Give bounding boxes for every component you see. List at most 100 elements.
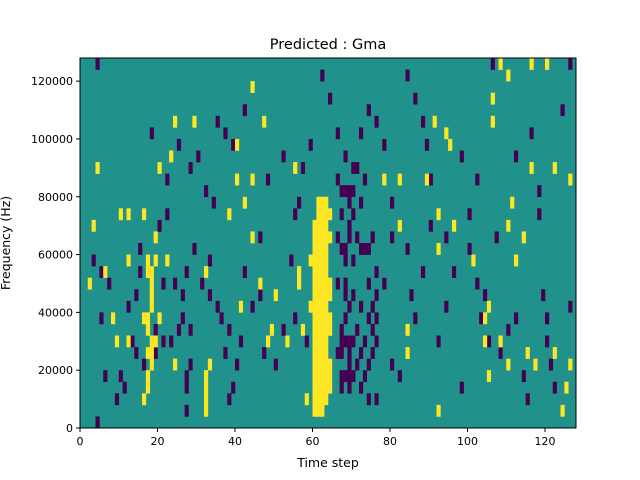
heatmap-cell-high (250, 231, 255, 244)
heatmap-cell-high (153, 231, 158, 244)
x-tick-label: 60 (306, 435, 320, 448)
y-tick-label: 20000 (38, 364, 73, 377)
heatmap-cell-low (568, 300, 573, 313)
heatmap-cell-low (308, 138, 313, 151)
heatmap-cell-high (320, 254, 325, 267)
heatmap-cell-low (300, 162, 306, 174)
heatmap-cell-high (312, 277, 317, 290)
heatmap-cell-low (459, 150, 464, 163)
heatmap-cell-low (359, 347, 364, 359)
heatmap-cell-low (161, 335, 166, 348)
heatmap-cell-high (204, 404, 209, 417)
heatmap-cell-low (215, 115, 220, 128)
heatmap-cell-high (324, 312, 329, 325)
heatmap-cell-high (452, 219, 457, 232)
heatmap-cell-low (514, 150, 519, 163)
heatmap-cell-low (359, 127, 364, 140)
heatmap-cell-low (359, 300, 364, 313)
heatmap-cell-high (432, 115, 437, 128)
heatmap-cell-low (204, 185, 209, 198)
heatmap-cell-low (444, 300, 449, 313)
heatmap-cell-high (564, 381, 569, 394)
heatmap-cell-low (339, 323, 344, 336)
heatmap-cell-high (320, 266, 325, 278)
heatmap-cell-low (343, 289, 348, 302)
heatmap-cell-low (366, 243, 371, 255)
heatmap-cell-low (347, 231, 352, 244)
heatmap-cell-low (343, 370, 348, 383)
heatmap-cell-high (312, 312, 317, 325)
heatmap-cell-high (324, 196, 329, 209)
heatmap-cell-low (494, 231, 499, 244)
heatmap-cell-high (157, 162, 162, 174)
y-axis-label: Frequency (Hz) (0, 196, 13, 290)
heatmap-cell-low (366, 277, 371, 290)
heatmap-cell-low (266, 173, 271, 186)
heatmap-cell-high (382, 173, 387, 186)
heatmap-cell-high (262, 115, 267, 128)
heatmap-cell-high (521, 231, 526, 244)
heatmap-cell-high (320, 323, 325, 336)
heatmap-cell-high (312, 289, 317, 302)
heatmap-cell-high (316, 277, 321, 290)
heatmap-cell-low (537, 208, 542, 221)
heatmap-cell-high (304, 393, 309, 406)
heatmap-cell-low (242, 266, 247, 278)
heatmap-cell-low (409, 289, 414, 302)
heatmap-cell-low (188, 323, 193, 336)
heatmap-cell-high (405, 323, 410, 336)
heatmap-cell-high (118, 208, 123, 221)
heatmap-cell-low (335, 231, 340, 244)
heatmap-cell-high (560, 404, 565, 417)
heatmap-cell-high (324, 347, 329, 359)
heatmap-cell-high (324, 358, 329, 371)
heatmap-cell-high (324, 370, 329, 383)
heatmap-cell-high (448, 138, 453, 151)
x-tick-label: 0 (77, 435, 84, 448)
heatmap-cell-high (320, 208, 325, 221)
heatmap-cell-high (293, 162, 298, 174)
heatmap-cell-low (99, 266, 104, 278)
heatmap-cell-high (269, 323, 275, 336)
heatmap-cell-high (328, 208, 333, 221)
heatmap-cell-high (320, 381, 325, 394)
heatmap-cell-low (149, 127, 154, 140)
heatmap-cell-high (316, 335, 321, 348)
plot-area (79, 57, 577, 429)
heatmap-cell-high (297, 277, 302, 290)
heatmap-cell-low (223, 127, 228, 140)
heatmap-cell-high (324, 266, 329, 278)
heatmap-cell-low (335, 347, 340, 359)
heatmap-cell-low (258, 289, 263, 302)
heatmap-cell-high (312, 266, 317, 278)
heatmap-cell-high (103, 266, 108, 278)
heatmap-cell-low (362, 173, 368, 186)
heatmap-cell-low (370, 231, 375, 244)
chart-title: Predicted : Gma (270, 37, 386, 53)
x-axis-ticks: 0 20 40 60 80 100 120 (77, 428, 556, 448)
heatmap-cell-high (320, 312, 325, 325)
heatmap-cell-high (87, 277, 92, 290)
heatmap-cell-low (382, 277, 387, 290)
heatmap-cell-high (173, 358, 178, 371)
heatmap-cell-high (324, 277, 329, 290)
heatmap-cell-high (320, 404, 325, 417)
heatmap-cell-low (537, 185, 542, 198)
heatmap-cell-high (324, 231, 329, 244)
heatmap-cell-low (215, 300, 220, 313)
heatmap-cell-low (339, 381, 344, 394)
heatmap-cell-high (320, 370, 325, 383)
heatmap-cell-low (390, 358, 395, 371)
heatmap-cell-low (343, 243, 348, 255)
heatmap-cell-high (316, 266, 321, 278)
heatmap-cell-high (316, 358, 321, 371)
heatmap-cell-low (374, 289, 379, 302)
x-tick-label: 120 (535, 435, 556, 448)
heatmap-cell-high (436, 208, 441, 221)
x-tick-label: 100 (457, 435, 478, 448)
heatmap-cell-high (126, 335, 131, 348)
heatmap-cell-low (351, 289, 356, 302)
heatmap-cell-high (486, 370, 492, 383)
heatmap-cell-high (250, 173, 255, 186)
